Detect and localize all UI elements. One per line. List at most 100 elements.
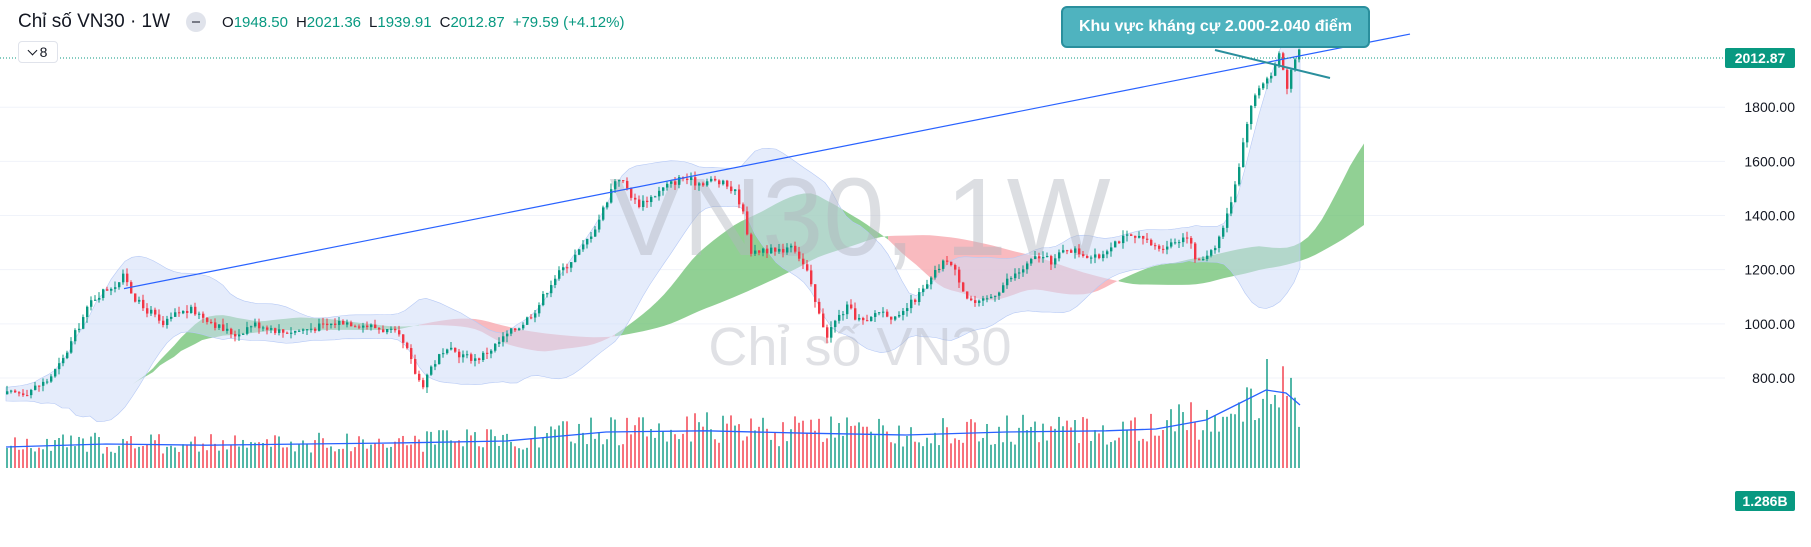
candle-body[interactable] [462,354,465,358]
candle-body[interactable] [370,324,373,328]
candle-body[interactable] [834,320,837,328]
candle-body[interactable] [1006,278,1009,286]
candle-body[interactable] [438,354,441,365]
candle-body[interactable] [266,327,269,330]
candle-body[interactable] [1110,247,1113,252]
candle-body[interactable] [90,300,93,307]
candle-body[interactable] [1162,248,1165,250]
candle-body[interactable] [374,324,377,329]
candle-body[interactable] [718,180,721,185]
candle-body[interactable] [1058,252,1061,259]
candle-body[interactable] [210,321,213,323]
candle-body[interactable] [1142,235,1145,239]
candle-body[interactable] [906,308,909,312]
candle-body[interactable] [754,250,757,254]
candle-body[interactable] [426,374,429,388]
candle-body[interactable] [234,334,237,337]
candle-body[interactable] [722,180,725,185]
candle-body[interactable] [566,267,569,269]
candle-body[interactable] [554,278,557,286]
candle-body[interactable] [218,324,221,328]
candle-body[interactable] [638,199,641,208]
candle-body[interactable] [194,306,197,315]
candle-body[interactable] [838,314,841,321]
candle-body[interactable] [158,314,161,321]
symbol-title[interactable]: Chỉ số VN30 · 1W [18,11,171,32]
candle-body[interactable] [262,327,265,329]
candle-body[interactable] [466,354,469,356]
candle-body[interactable] [1270,75,1273,79]
candle-body[interactable] [198,313,201,315]
candle-body[interactable] [646,200,649,203]
candle-body[interactable] [494,343,497,351]
candle-body[interactable] [82,317,85,329]
candle-body[interactable] [1190,237,1193,244]
candle-body[interactable] [702,183,705,186]
candle-body[interactable] [1018,272,1021,274]
candle-body[interactable] [1282,53,1285,70]
candle-body[interactable] [1062,250,1065,253]
candle-body[interactable] [902,311,905,315]
candle-body[interactable] [430,366,433,375]
candle-body[interactable] [206,317,209,322]
candle-body[interactable] [990,296,993,299]
candle-body[interactable] [562,267,565,271]
candle-body[interactable] [926,284,929,289]
candle-body[interactable] [1118,241,1121,244]
candle-body[interactable] [522,324,525,329]
candle-body[interactable] [418,373,421,381]
candle-body[interactable] [362,325,365,328]
candle-body[interactable] [434,364,437,367]
candle-body[interactable] [46,381,49,383]
candle-body[interactable] [1122,235,1125,244]
candle-body[interactable] [1106,251,1109,255]
candle-body[interactable] [974,300,977,303]
candle-body[interactable] [614,181,617,190]
candle-body[interactable] [10,390,13,392]
candle-body[interactable] [178,312,181,314]
candle-body[interactable] [270,328,273,330]
candle-body[interactable] [1206,255,1209,260]
candle-body[interactable] [310,328,313,330]
candle-body[interactable] [726,180,729,187]
candle-body[interactable] [594,229,597,237]
candle-body[interactable] [1266,78,1269,84]
candle-body[interactable] [366,325,369,328]
candle-body[interactable] [610,189,613,203]
candle-body[interactable] [146,308,149,314]
candle-body[interactable] [478,358,481,361]
candle-body[interactable] [18,392,21,394]
candle-body[interactable] [514,328,517,331]
candle-body[interactable] [326,323,329,326]
candle-body[interactable] [334,323,337,325]
candle-body[interactable] [458,351,461,358]
candle-body[interactable] [150,309,153,314]
candlesticks[interactable] [6,48,1301,399]
candle-body[interactable] [878,312,881,314]
candle-body[interactable] [406,342,409,349]
candle-body[interactable] [946,260,949,262]
candle-body[interactable] [758,250,761,253]
candle-body[interactable] [1146,238,1149,240]
candle-body[interactable] [498,341,501,344]
candle-body[interactable] [154,309,157,315]
candle-body[interactable] [1274,65,1277,76]
candle-body[interactable] [1098,254,1101,259]
candle-body[interactable] [842,314,845,316]
candle-body[interactable] [918,292,921,303]
candle-body[interactable] [50,376,53,382]
candle-body[interactable] [474,358,477,361]
candle-body[interactable] [166,318,169,325]
candle-body[interactable] [862,317,865,321]
candle-body[interactable] [714,178,717,181]
candle-body[interactable] [830,327,833,338]
candle-body[interactable] [690,177,693,181]
candle-body[interactable] [590,236,593,239]
candle-body[interactable] [846,304,849,315]
candle-body[interactable] [238,334,241,337]
candle-body[interactable] [290,332,293,334]
candle-body[interactable] [994,295,997,297]
candle-body[interactable] [606,202,609,208]
candle-body[interactable] [1034,256,1037,259]
candle-body[interactable] [1246,124,1249,143]
